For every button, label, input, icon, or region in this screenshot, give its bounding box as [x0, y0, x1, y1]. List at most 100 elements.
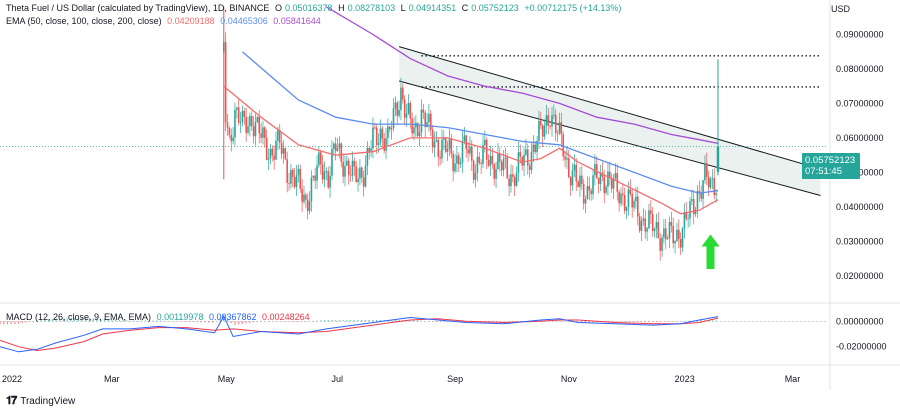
- macd-histogram-bar: [320, 320, 322, 322]
- candle-body: [536, 140, 538, 152]
- macd-histogram-bar: [118, 319, 120, 322]
- channel-fill: [399, 46, 821, 196]
- tradingview-logo[interactable]: 𝟏𝟕 TradingView: [6, 395, 75, 408]
- candle-body: [275, 140, 277, 160]
- candle-body: [493, 163, 495, 179]
- candle-body: [247, 126, 249, 133]
- candle-body: [510, 174, 512, 187]
- macd-histogram-bar: [234, 321, 236, 325]
- candle-body: [668, 222, 671, 239]
- candle-body: [558, 122, 561, 134]
- candle-body: [648, 210, 650, 229]
- candle-body: [312, 175, 315, 178]
- candle-body: [405, 113, 408, 118]
- candle-body: [340, 143, 343, 162]
- macd-histogram-bar: [14, 321, 16, 324]
- candle-body: [467, 149, 469, 154]
- macd-histogram-bar: [126, 320, 128, 322]
- candle-body: [584, 199, 587, 204]
- macd-histogram-bar: [342, 320, 344, 322]
- close-value: 0.05752123: [471, 3, 519, 13]
- candle-body: [545, 115, 548, 126]
- candle-body: [618, 191, 620, 204]
- macd-histogram-bar: [349, 320, 352, 322]
- price-axis-tick: 0.07000000: [836, 98, 884, 108]
- candle-body: [459, 162, 462, 165]
- candle-body: [325, 171, 328, 173]
- macd-histogram-bar: [62, 318, 65, 322]
- time-axis-tick: 2023: [675, 374, 695, 384]
- macd-histogram-bar: [129, 320, 132, 322]
- candle-body: [605, 186, 607, 193]
- macd-histogram-bar: [506, 321, 508, 322]
- macd-histogram-bar: [570, 321, 572, 322]
- macd-histogram-bar: [77, 318, 79, 322]
- candle-body: [250, 115, 253, 127]
- macd-histogram-bar: [495, 321, 497, 322]
- candle-body: [512, 174, 514, 177]
- macd-histogram-bar: [581, 321, 583, 323]
- candle-body: [485, 139, 488, 160]
- macd-histogram-bar: [253, 321, 255, 323]
- candle-body: [394, 102, 397, 109]
- candle-body: [314, 175, 316, 181]
- macd-histogram-bar: [629, 321, 631, 322]
- candle-body: [258, 116, 261, 134]
- candle-body: [691, 199, 693, 202]
- macd-signal-line: [0, 317, 719, 352]
- macd-histogram-bar: [85, 318, 87, 322]
- candle-body: [549, 125, 551, 127]
- macd-histogram-bar: [577, 321, 579, 323]
- candle-body: [418, 132, 421, 137]
- green-up-arrow: [701, 234, 720, 269]
- macd-histogram-bar: [502, 321, 505, 322]
- candle-body: [612, 178, 615, 189]
- price-axis-tick: 0.06000000: [836, 133, 884, 143]
- time-axis-tick: Nov: [561, 374, 578, 384]
- macd-histogram-bar: [152, 320, 154, 322]
- candle-body: [495, 169, 497, 179]
- candle-body: [609, 171, 611, 178]
- macd-histogram-bar: [148, 320, 150, 322]
- candle-body: [234, 109, 236, 138]
- candle-body: [500, 161, 503, 171]
- candle-body: [264, 127, 266, 138]
- macd-legend-label[interactable]: MACD (12, 26, close, 9, EMA, EMA): [6, 312, 152, 322]
- time-axis-tick: Mar: [104, 374, 120, 384]
- candle-body: [588, 185, 591, 191]
- candle-body: [278, 129, 281, 143]
- macd-histogram-bar: [420, 320, 423, 322]
- candle-body: [269, 148, 272, 159]
- candle-body: [411, 118, 413, 134]
- ema50-value: 0.04209188: [167, 16, 215, 26]
- macd-histogram-bar: [73, 318, 76, 322]
- candle-body: [663, 228, 665, 238]
- candle-body: [357, 178, 359, 183]
- candle-body: [295, 175, 298, 187]
- macd-histogram-bar: [241, 321, 244, 324]
- candle-body: [461, 141, 464, 163]
- macd-histogram-bar: [446, 321, 449, 322]
- tradingview-brand: TradingView: [20, 396, 76, 407]
- candle-body: [575, 164, 578, 182]
- channel-lower-line: [398, 80, 821, 196]
- candle-body: [553, 114, 555, 116]
- candle-body: [416, 122, 419, 137]
- currency-label[interactable]: USD: [830, 4, 850, 14]
- candle-body: [623, 195, 626, 211]
- macd-histogram-bar: [223, 314, 225, 322]
- candle-body: [260, 133, 262, 138]
- macd-histogram-bar: [111, 319, 113, 322]
- symbol-title[interactable]: Theta Fuel / US Dollar (calculated by Tr…: [6, 3, 270, 13]
- candle-body: [534, 144, 537, 152]
- candle-body: [702, 180, 704, 199]
- candle-body: [280, 142, 283, 154]
- candle-body: [560, 122, 563, 135]
- candle-body: [556, 132, 559, 134]
- candle-body: [413, 127, 415, 134]
- candle-body: [426, 121, 428, 128]
- candle-body: [334, 143, 337, 151]
- candle-body: [705, 162, 708, 177]
- ema-legend-label[interactable]: EMA (50, close, 100, close, 200, close): [6, 16, 162, 26]
